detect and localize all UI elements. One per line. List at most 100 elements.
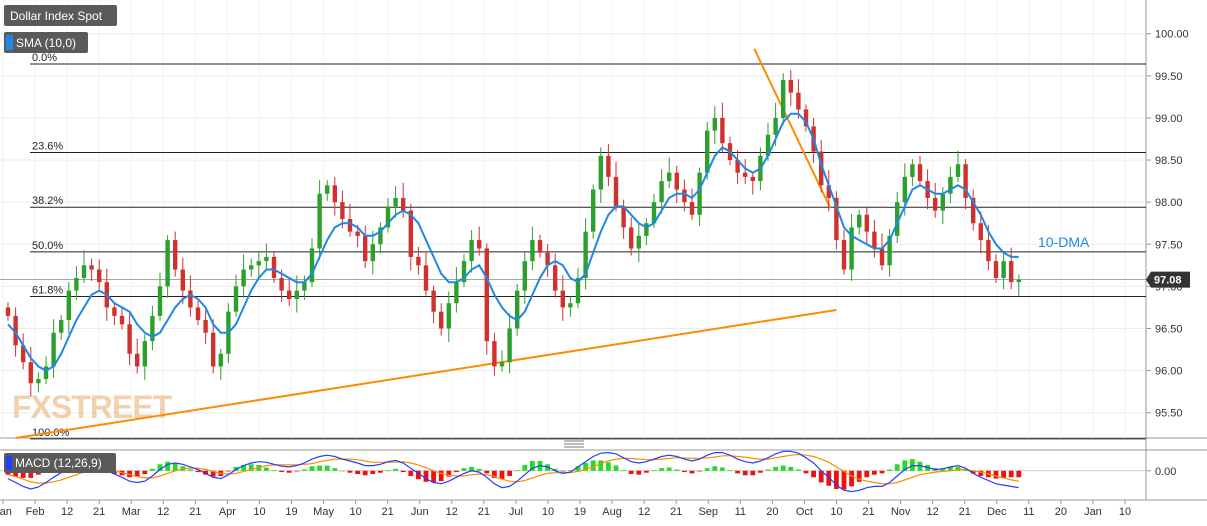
macd-histogram-bar [712, 466, 718, 471]
candle-body [180, 269, 185, 291]
macd-histogram-bar [552, 468, 558, 471]
candle-body [264, 256, 269, 262]
dma-annotation: 10-DMA [1038, 234, 1090, 250]
macd-histogram-bar [750, 470, 756, 476]
candle-body [81, 265, 87, 278]
sma-badge[interactable]: SMA (10,0) [4, 32, 88, 53]
candle-body [864, 214, 869, 232]
x-tick-label: 10 [830, 506, 842, 518]
candle-body [955, 164, 961, 177]
candle-body [575, 277, 581, 304]
candle-body [765, 134, 771, 156]
candle-body [993, 261, 999, 278]
x-tick-label: May [313, 506, 334, 518]
candle-body [195, 307, 201, 321]
x-tick-label: Sep [698, 506, 718, 518]
x-tick-label: Dec [987, 506, 1007, 518]
candle-body [203, 320, 208, 333]
candle-body [613, 176, 619, 207]
candle-body [325, 185, 330, 194]
macd-histogram-bar [195, 470, 201, 473]
x-tick-label: Jun [411, 506, 429, 518]
pane-resize-handle[interactable] [564, 440, 584, 448]
candle-body [743, 172, 748, 177]
candle-body [332, 185, 337, 203]
macd-histogram-bar [796, 469, 801, 471]
title-badge[interactable]: Dollar Index Spot [4, 5, 117, 26]
candle-body [135, 353, 140, 367]
candle-body [895, 202, 900, 236]
y-tick-label: 98.50 [1155, 155, 1183, 167]
x-tick-label: 10 [253, 506, 265, 518]
x-tick-label: 12 [927, 506, 939, 518]
macd-histogram-bar [788, 466, 794, 471]
macd-histogram-bar [28, 470, 34, 478]
macd-histogram-bar [294, 470, 300, 472]
candle-body [712, 117, 717, 131]
macd-histogram-bar [522, 464, 528, 471]
candle-body [340, 202, 345, 219]
macd-label: MACD (12,26,9) [15, 456, 102, 470]
candle-body [484, 248, 489, 342]
y-tick-label: 96.50 [1155, 324, 1183, 336]
candle-body [233, 286, 239, 312]
macd-histogram-bar [758, 470, 763, 473]
candle-body [1009, 261, 1014, 283]
x-tick-label: 21 [382, 506, 394, 518]
candle-body [188, 290, 193, 308]
fxstreet-watermark: FXSTREET [12, 389, 173, 425]
macd-histogram-bar [134, 470, 140, 477]
candle-body [97, 269, 102, 283]
candle-body [74, 277, 79, 291]
macd-histogram-bar [241, 464, 246, 471]
x-tick-label: Apr [219, 506, 236, 518]
candle-body [454, 282, 459, 304]
candle-body [294, 290, 299, 300]
macd-histogram-bar [20, 470, 26, 478]
candle-body [720, 117, 725, 144]
macd-histogram-bar [644, 470, 649, 473]
macd-histogram-bar [347, 470, 353, 473]
candle-body [393, 197, 398, 207]
candle-body [385, 206, 391, 228]
macd-histogram-bar [393, 468, 398, 471]
macd-histogram-bar [894, 464, 900, 471]
candle-body [28, 362, 33, 384]
candle-body [651, 202, 657, 224]
macd-histogram-bar [955, 466, 961, 471]
grid-lines [0, 0, 1146, 438]
candle-body [1016, 279, 1021, 283]
macd-histogram-bar [340, 470, 345, 472]
candle-body [689, 202, 695, 215]
macd-histogram-bar [264, 467, 269, 471]
y-tick-label: 95.50 [1155, 408, 1183, 420]
macd-badge[interactable]: MACD (12,26,9) [4, 453, 116, 473]
candle-body [674, 172, 679, 190]
macd-histogram-bar [765, 469, 771, 471]
candle-body [796, 92, 801, 110]
y-tick-label: 97.50 [1155, 239, 1183, 251]
macd-histogram-bar [469, 466, 474, 471]
macd-histogram-bar [727, 470, 733, 471]
trendlines [15, 48, 837, 439]
x-tick-label: 12 [638, 506, 650, 518]
macd-histogram-bar [172, 462, 178, 471]
macd-histogram-bar [735, 470, 740, 474]
trendline-support [15, 308, 837, 439]
y-tick-label: 99.50 [1155, 71, 1183, 83]
macd-y-tick-label: 0.00 [1155, 466, 1176, 478]
macd-histogram-bar [157, 464, 163, 471]
macd-histogram-bar [492, 470, 497, 478]
macd-histogram-bar [742, 470, 748, 476]
macd-histogram-bar [818, 470, 824, 483]
fib-label: 0.0% [32, 52, 57, 64]
last-price-marker: 97.08 [1146, 271, 1190, 288]
candle-body [750, 176, 755, 182]
macd-histogram-bar [142, 470, 148, 475]
candle-body [553, 265, 558, 291]
candle-body [857, 214, 862, 228]
macd-histogram-bar [1008, 470, 1014, 478]
candle-body [682, 189, 687, 203]
macd-histogram-bar [606, 462, 611, 471]
x-tick-label: 21 [478, 506, 490, 518]
